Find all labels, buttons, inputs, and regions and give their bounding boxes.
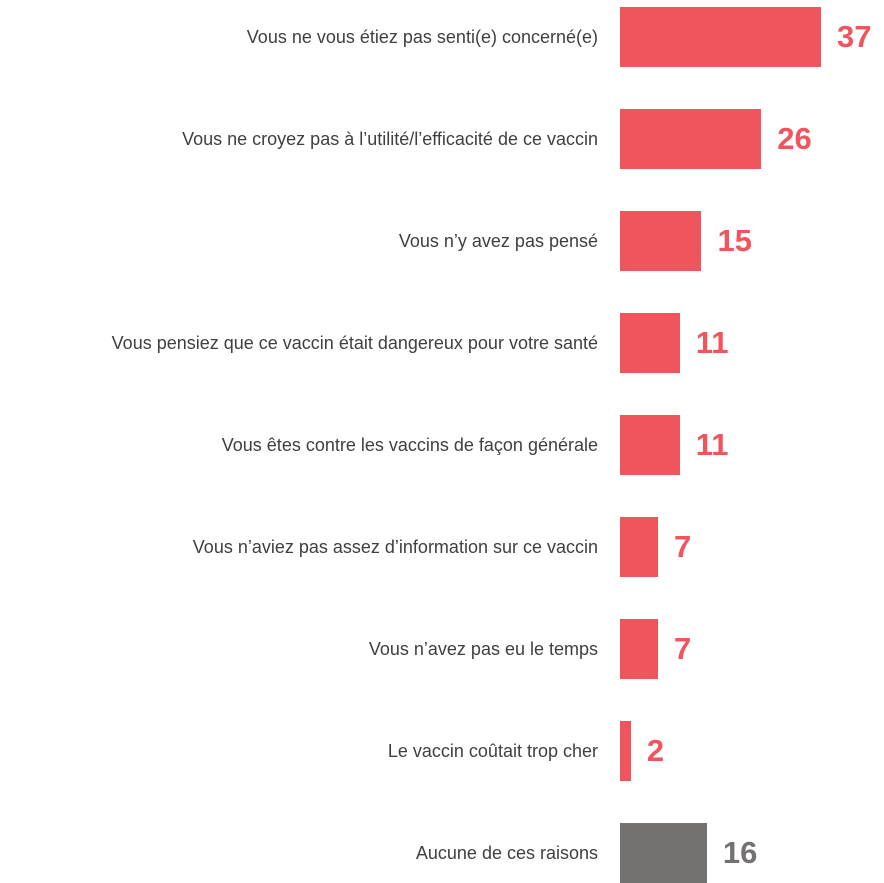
category-label: Vous n’avez pas eu le temps — [368, 639, 598, 659]
bar — [620, 823, 707, 883]
category-label: Vous ne croyez pas à l’utilité/l’efficac… — [182, 129, 598, 149]
category-label: Vous êtes contre les vaccins de façon gé… — [221, 435, 598, 455]
bar — [620, 619, 659, 679]
value-label: 26 — [777, 121, 812, 156]
value-label: 16 — [722, 835, 758, 870]
value-label: 7 — [674, 529, 692, 564]
category-label: Vous n’y avez pas pensé — [398, 231, 598, 251]
category-label: Vous n’aviez pas assez d’information sur… — [192, 537, 598, 557]
category-label: Vous pensiez que ce vaccin était dangere… — [111, 333, 598, 353]
bar — [620, 517, 659, 577]
value-label: 2 — [646, 733, 665, 768]
bar — [620, 415, 680, 475]
value-label: 37 — [837, 19, 872, 54]
bar — [620, 313, 680, 373]
bar — [620, 721, 631, 781]
category-label: Le vaccin coûtait trop cher — [387, 741, 598, 761]
value-label: 15 — [717, 223, 752, 258]
category-label: Aucune de ces raisons — [415, 843, 598, 863]
bar — [620, 7, 821, 67]
value-label: 7 — [674, 631, 692, 666]
value-label: 11 — [695, 325, 729, 360]
value-label: 11 — [695, 427, 729, 462]
bar — [620, 109, 762, 169]
bar — [620, 211, 702, 271]
category-label: Vous ne vous étiez pas senti(e) concerné… — [246, 27, 598, 47]
